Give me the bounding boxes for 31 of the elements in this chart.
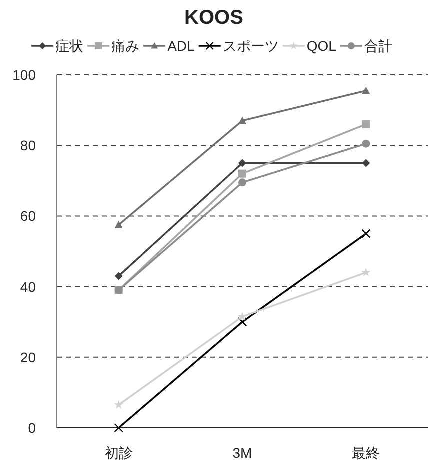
point <box>362 268 371 277</box>
point <box>114 221 123 228</box>
point <box>238 178 246 187</box>
legend-label: ADL <box>168 38 196 54</box>
legend-label: 合計 <box>364 38 392 54</box>
y-tick-label: 60 <box>20 208 36 224</box>
legend-label: QOL <box>306 38 337 54</box>
legend-label: 症状 <box>56 38 84 54</box>
point <box>362 140 370 148</box>
point <box>238 159 246 168</box>
point <box>114 400 124 409</box>
point <box>238 170 246 178</box>
legend-label: 痛み <box>112 38 140 54</box>
x-tick-label: 最終 <box>352 445 380 461</box>
x-tick-label: 3M <box>232 445 252 461</box>
point <box>238 318 248 327</box>
point <box>362 86 370 94</box>
point <box>238 116 246 124</box>
point <box>362 120 370 128</box>
y-tick-label: 40 <box>20 278 36 295</box>
x-tick-label: 初診 <box>104 445 133 461</box>
point <box>114 423 124 433</box>
y-tick-label: 0 <box>28 420 36 436</box>
point <box>114 272 123 280</box>
y-tick-label: 20 <box>20 349 36 366</box>
point <box>362 229 371 238</box>
chart-title: KOOS <box>184 7 244 29</box>
y-tick-label: 100 <box>12 67 36 83</box>
y-tick-label: 80 <box>20 138 36 154</box>
legend-label: スポーツ <box>222 38 279 54</box>
point <box>362 159 370 168</box>
